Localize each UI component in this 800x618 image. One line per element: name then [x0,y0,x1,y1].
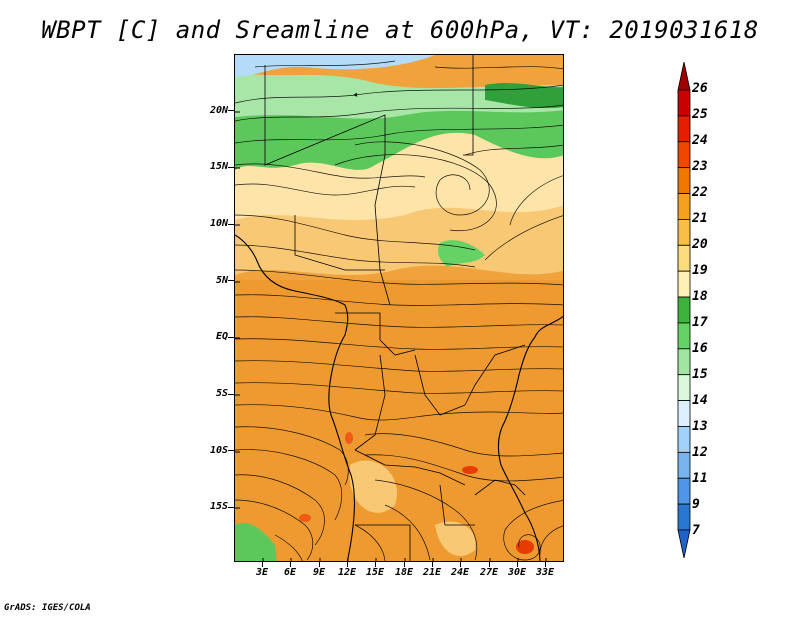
lat-tick [228,450,234,451]
lon-label-24e: 24E [450,567,470,578]
colorbar-label-9: 9 [692,497,700,512]
lat-tick [228,337,234,338]
lon-tick [319,562,320,567]
colorbar-label-17: 17 [692,315,708,330]
colorbar-segment [677,296,691,324]
colorbar-segment [677,451,691,479]
lat-tick [228,224,234,225]
colorbar-label-7: 7 [692,523,700,538]
lat-label-20n: 20N [209,105,228,116]
colorbar-label-11: 11 [692,471,708,486]
colorbar-segment [677,348,691,376]
lon-label-3e: 3E [255,567,269,578]
colorbar-label-24: 24 [692,133,708,148]
weather-map[interactable] [234,54,564,562]
lat-tick [228,110,234,111]
colorbar-label-13: 13 [692,419,708,434]
field-patch-green-mid [437,240,485,267]
colorbar-segment [677,529,691,558]
lon-label-12e: 12E [337,567,357,578]
field-hotspot-c [345,432,353,444]
coastlines [235,234,563,561]
lat-label-10s: 10S [209,445,228,456]
lon-tick [460,562,461,567]
field-patch-tan-s1 [349,460,397,513]
colorbar-segment [677,244,691,272]
lat-tick [228,167,234,168]
lon-label-33e: 33E [535,567,555,578]
frame-ticks [235,111,547,561]
lon-label-6e: 6E [283,567,297,578]
colorbar-segment [677,503,691,531]
field-hotspot-e [462,466,478,474]
colorbar-label-12: 12 [692,445,708,460]
lon-tick [545,562,546,567]
lat-label-15n: 15N [209,161,228,172]
field-patch-green-sw [235,523,277,561]
colorbar-segment [677,115,691,143]
colorbar-label-23: 23 [692,159,708,174]
map-canvas [235,55,563,561]
colorbar-segment [677,426,691,453]
lon-tick [404,562,405,567]
colorbar-segment [677,270,691,298]
lat-label-5s: 5S [215,388,228,399]
lat-tick [228,280,234,281]
colorbar-segment [677,219,691,246]
colorbar-label-25: 25 [692,107,708,122]
lon-tick [432,562,433,567]
field-band-blue [235,55,435,77]
colorbar-segment [677,141,691,169]
lon-tick [517,562,518,567]
streamlines [235,60,563,561]
colorbar-label-14: 14 [692,393,708,408]
lon-label-9e: 9E [312,567,326,578]
lat-tick [228,507,234,508]
colorbar-label-15: 15 [692,367,708,382]
lon-tick [375,562,376,567]
colorbar-label-18: 18 [692,289,708,304]
lat-label-15s: 15S [209,501,228,512]
colorbar-label-26: 26 [692,81,708,96]
colorbar-segment [677,89,691,117]
lon-label-18e: 18E [394,567,414,578]
field-band-lightgreen [235,73,563,119]
lat-tick [228,394,234,395]
lon-label-21e: 21E [422,567,442,578]
colorbar-label-22: 22 [692,185,708,200]
field-hotspot-se [516,540,534,554]
field-hotspot-sw [299,514,311,522]
colorbar-segment [677,477,691,505]
colorbar-segment [677,62,691,91]
colorbar-segment [677,193,691,220]
colorbar-label-20: 20 [692,237,708,252]
lon-label-30e: 30E [507,567,527,578]
colorbar-segment [677,322,691,350]
lon-tick [290,562,291,567]
lat-label-5n: 5N [215,275,228,286]
colorbar-label-19: 19 [692,263,708,278]
lon-tick [262,562,263,567]
map-title: WBPT [C] and Sreamline at 600hPa, VT: 20… [41,16,759,44]
lat-label-10n: 10N [209,218,228,229]
colorbar-segment [677,400,691,427]
field-patch-tan-s2 [435,521,476,557]
lat-label-eq: EQ [215,331,228,342]
colorbar-segment [677,374,691,401]
lon-label-27e: 27E [479,567,499,578]
lon-tick [347,562,348,567]
lon-label-15e: 15E [365,567,385,578]
colorbar-segment [677,167,691,194]
credit-text: GrADS: IGES/COLA [4,603,91,613]
colorbar-label-21: 21 [692,211,708,226]
colorbar-label-16: 16 [692,341,708,356]
country-borders [264,55,526,561]
colorbar [677,62,691,558]
lon-tick [489,562,490,567]
